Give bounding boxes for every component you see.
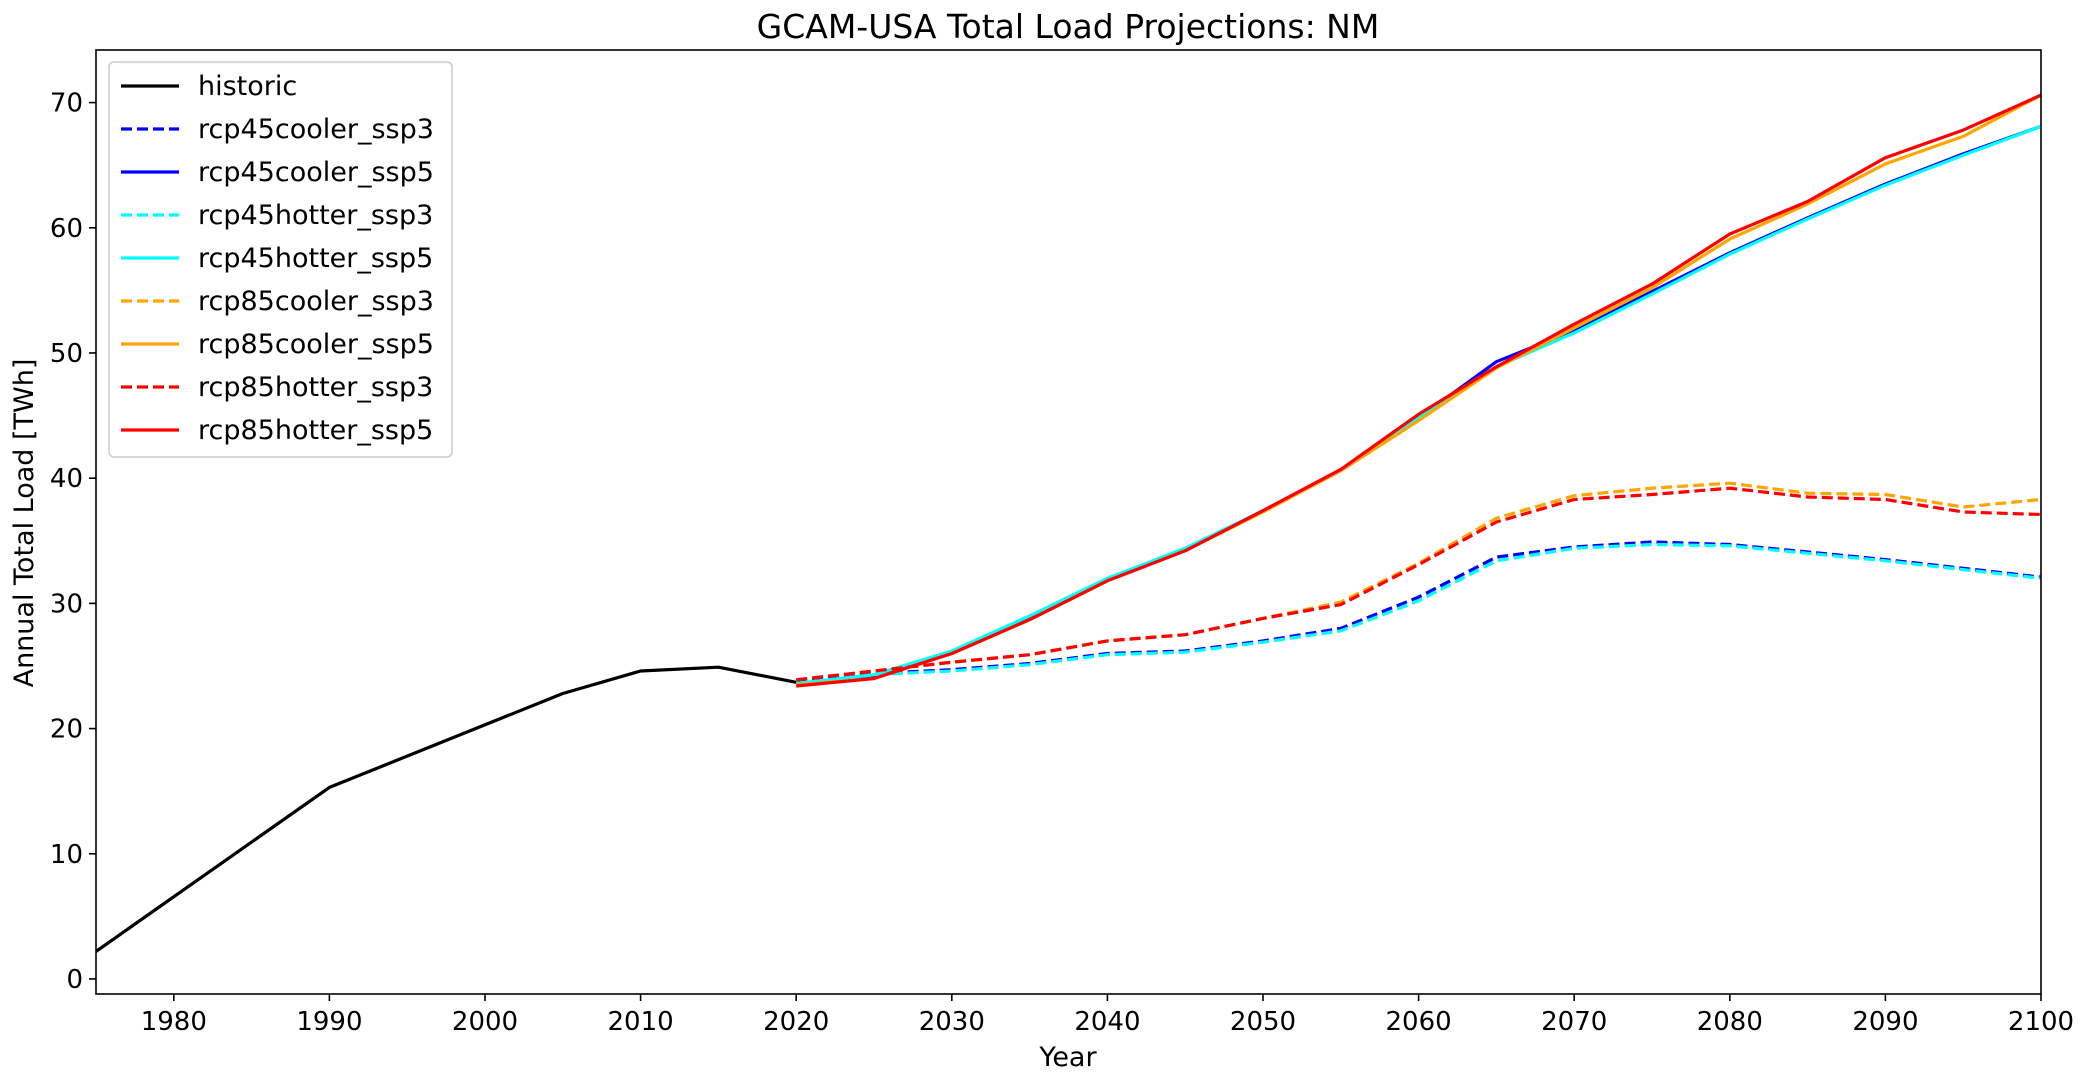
y-tick-label: 30: [50, 589, 83, 619]
x-tick-label: 1990: [296, 1007, 362, 1037]
legend-label-rcp85cooler_ssp3: rcp85cooler_ssp3: [198, 286, 434, 317]
x-tick-label: 1980: [141, 1007, 207, 1037]
plot-frame: [95, 49, 2042, 995]
legend-box: [108, 61, 453, 458]
chart-title: GCAM-USA Total Load Projections: NM: [757, 7, 1380, 46]
legend-label-rcp85cooler_ssp5: rcp85cooler_ssp5: [198, 329, 434, 360]
y-tick-label: 10: [50, 840, 83, 870]
x-tick-label: 2070: [1541, 1007, 1607, 1037]
legend-label-rcp45hotter_ssp5: rcp45hotter_ssp5: [198, 243, 433, 274]
x-tick-label: 2060: [1386, 1007, 1452, 1037]
x-tick-label: 2050: [1230, 1007, 1296, 1037]
y-tick-label: 20: [50, 715, 83, 745]
x-tick-label: 2020: [763, 1007, 829, 1037]
x-tick-label: 2010: [608, 1007, 674, 1037]
x-tick-label: 2080: [1697, 1007, 1763, 1037]
x-tick-label: 2030: [919, 1007, 985, 1037]
legend-label-historic: historic: [198, 71, 297, 102]
y-tick-label: 40: [50, 464, 83, 494]
x-tick-label: 2040: [1074, 1007, 1140, 1037]
legend-label-rcp85hotter_ssp3: rcp85hotter_ssp3: [198, 372, 433, 403]
series-layer: [96, 93, 2041, 953]
y-axis-title: Annual Total Load [TWh]: [9, 359, 40, 688]
series-line-historic: [96, 665, 797, 953]
legend-label-rcp45hotter_ssp3: rcp45hotter_ssp3: [198, 200, 433, 231]
legend: historic rcp45cooler_ssp3 rcp45cooler_ssp5…: [108, 61, 453, 458]
series-line-rcp45hotter_ssp3: [796, 542, 2041, 686]
x-tick-label: 2100: [2008, 1007, 2074, 1037]
series-line-rcp85hotter_ssp5: [796, 93, 2041, 688]
x-axis-title: Year: [1038, 1042, 1097, 1073]
legend-label-rcp85hotter_ssp5: rcp85hotter_ssp5: [198, 415, 433, 446]
y-tick-label: 70: [50, 89, 83, 119]
y-tick-label: 60: [50, 214, 83, 244]
x-tick-label: 2000: [452, 1007, 518, 1037]
legend-label-rcp45cooler_ssp5: rcp45cooler_ssp5: [198, 157, 434, 188]
y-tick-label: 50: [50, 339, 83, 369]
y-tick-label: 0: [66, 965, 83, 995]
series-line-rcp45hotter_ssp5: [796, 124, 2041, 686]
legend-label-rcp45cooler_ssp3: rcp45cooler_ssp3: [198, 114, 434, 145]
axes-layer: 1980 1990 2000 2010 2020 2030 2040 2050 2060 2070…: [50, 89, 2074, 1037]
series-line-rcp85hotter_ssp3: [796, 486, 2041, 682]
x-tick-label: 2090: [1852, 1007, 1918, 1037]
